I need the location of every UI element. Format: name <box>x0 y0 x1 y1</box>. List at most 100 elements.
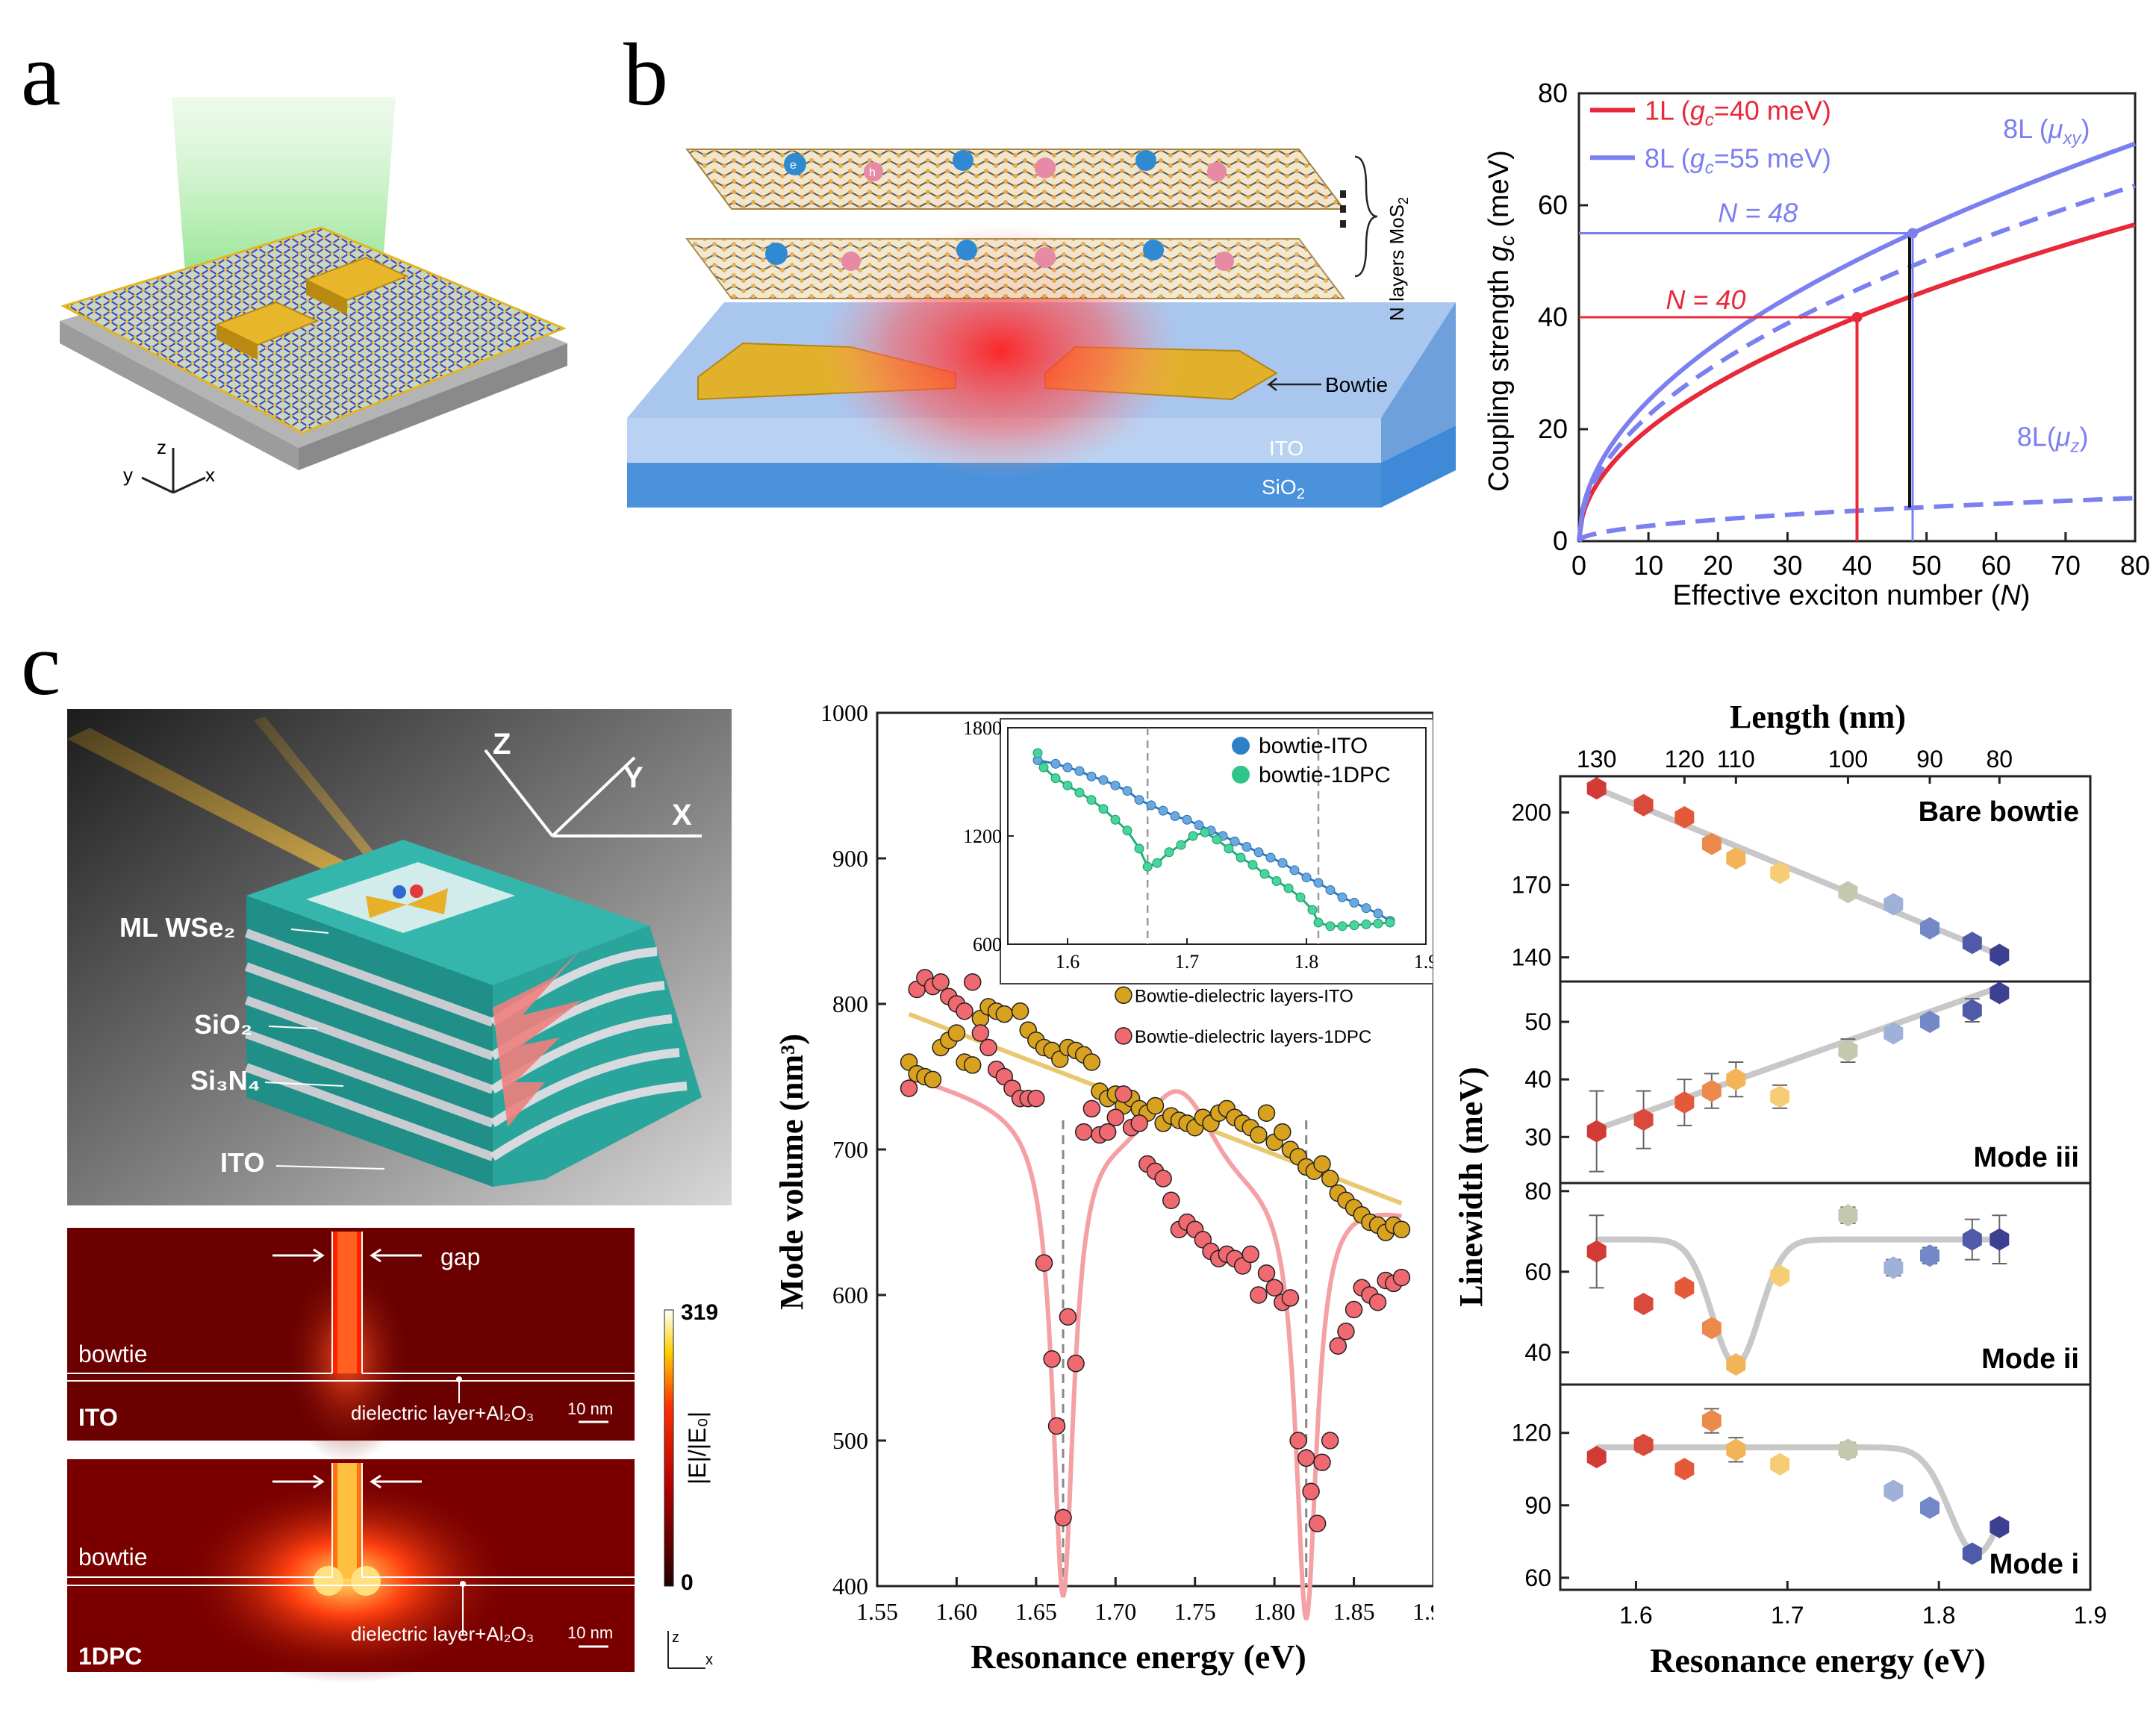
data-point-1dpc <box>1321 1432 1339 1450</box>
inset-point-ito <box>1062 762 1073 773</box>
panel-letter-a: a <box>21 25 61 124</box>
data-point-1dpc <box>963 973 982 991</box>
data-point-1dpc <box>1313 1453 1331 1471</box>
data-point-1dpc <box>1067 1354 1085 1373</box>
inset-legend-marker-ito <box>1232 737 1250 755</box>
data-point-1dpc <box>1302 1482 1320 1500</box>
data-point <box>1770 1264 1790 1288</box>
marker-n40 <box>1851 312 1863 322</box>
y-axis-label: Coupling strength gc (meV) <box>1483 150 1518 492</box>
data-point-1dpc <box>979 1038 997 1057</box>
inset-point-1dpc <box>1349 920 1359 931</box>
inset-point-1dpc <box>1307 905 1318 915</box>
data-point <box>1701 832 1722 855</box>
inset-point-1dpc <box>1212 834 1222 845</box>
data-point-1dpc <box>1241 1245 1259 1264</box>
data-point-1dpc <box>1265 1279 1283 1296</box>
inset-point-ito <box>1241 842 1252 852</box>
data-point <box>1674 1276 1695 1299</box>
dielectric-label-1dpc: dielectric layer+Al₂O₃ <box>351 1623 534 1645</box>
inset-point-ito <box>1074 766 1085 776</box>
axis-y-label: Y <box>623 761 644 794</box>
exciton-spheres <box>765 150 1234 271</box>
inset-point-ito <box>1361 903 1371 914</box>
data-point <box>1586 1446 1607 1469</box>
inset-point-1dpc <box>1176 840 1186 850</box>
data-point <box>1770 1085 1790 1108</box>
inset-point-1dpc <box>1062 780 1073 790</box>
y-tick-label: 30 <box>1524 1123 1551 1150</box>
inset-point-ito <box>1337 892 1348 902</box>
data-point <box>1726 1438 1746 1461</box>
layers-label: N layers MoS2 <box>1386 197 1411 321</box>
data-point <box>1586 1120 1607 1143</box>
data-point-1dpc <box>1059 1308 1077 1326</box>
x-tick-label: 1.60 <box>935 1598 977 1625</box>
legend-entry-1l: 1L (gc=40 meV) <box>1645 96 1831 131</box>
inset-y-tick-label: 1800 <box>963 717 1002 739</box>
inset-point-1dpc <box>1188 831 1198 841</box>
data-point <box>1920 917 1940 940</box>
data-point <box>1920 1497 1940 1519</box>
x-tick-label: 1.65 <box>1015 1598 1057 1625</box>
data-point <box>1633 793 1654 817</box>
bowtie-nano <box>366 888 448 918</box>
laser-beam <box>67 728 411 907</box>
panel-label: Mode i <box>1990 1549 2079 1580</box>
data-point <box>1962 1542 1982 1565</box>
inset-point-1dpc <box>1224 843 1234 854</box>
legend-entry-8l: 8L (gc=55 meV) <box>1645 143 1831 178</box>
legend-marker-ito <box>1115 986 1132 1005</box>
data-point-ito <box>1257 1104 1276 1122</box>
data-point-1dpc <box>1154 1170 1172 1188</box>
y-tick-label: 400 <box>832 1573 868 1600</box>
x-tick-label: 1.55 <box>856 1598 898 1625</box>
data-point <box>1990 943 2010 967</box>
x-axis-label: Effective exciton number (N) <box>1673 580 2031 611</box>
data-point <box>1838 1438 1858 1461</box>
inset-x-tick-label: 1.9 <box>1414 951 1433 973</box>
annotation-mu-z: 8L(μz) <box>2017 422 2089 457</box>
data-point <box>1726 847 1746 870</box>
bowtie-label-ito: bowtie <box>78 1341 148 1367</box>
inset-x-tick-label: 1.7 <box>1175 951 1200 973</box>
data-point-ito <box>1011 1002 1029 1020</box>
data-point-1dpc <box>932 973 950 991</box>
linewidth-chart: Length (nm) Linewidth (meV) Resonance en… <box>1453 699 2107 1679</box>
axes-icon <box>141 448 206 494</box>
data-point <box>1962 999 1982 1022</box>
data-point <box>1674 1458 1695 1481</box>
legend-label-1dpc: Bowtie-dielectric layers-1DPC <box>1135 1027 1371 1047</box>
data-point-1dpc <box>956 1002 973 1020</box>
inset-point-ito <box>1230 836 1240 846</box>
x-tick-label: 1.80 <box>1253 1598 1295 1625</box>
series-line-2 <box>1577 183 2136 542</box>
annotation-n48: N = 48 <box>1718 198 1798 228</box>
mos2-layer-top <box>685 149 1345 210</box>
colorbar-label: |E|/|E₀| <box>684 1411 711 1485</box>
data-point <box>1990 1515 2010 1538</box>
scale-label-1dpc: 10 nm <box>567 1623 613 1642</box>
data-point-1dpc <box>1289 1432 1307 1450</box>
sio2-label: SiO2 <box>1262 475 1305 502</box>
data-point-ito <box>1392 1220 1411 1238</box>
data-point-ito <box>1321 1170 1339 1188</box>
inset-point-1dpc <box>1236 852 1246 863</box>
inset-point-1dpc <box>1098 804 1109 814</box>
data-point <box>1838 881 1858 904</box>
inset-point-ito <box>1265 852 1276 863</box>
map-axis-x: x <box>705 1652 713 1668</box>
x-tick-label: 0 <box>1571 550 1586 581</box>
data-point-1dpc <box>1250 1286 1268 1304</box>
data-point <box>1920 1244 1940 1267</box>
inset-y-tick-label: 600 <box>973 934 1002 955</box>
data-point-1dpc <box>1297 1449 1315 1467</box>
y-tick-label: 140 <box>1512 944 1551 971</box>
data-point <box>1633 1293 1654 1315</box>
inset-point-1dpc <box>1247 860 1258 870</box>
inset-point-ito <box>1194 820 1204 830</box>
sio2-label: SiO₂ <box>194 1009 252 1040</box>
inset-point-ito <box>1373 908 1383 919</box>
colorbar <box>664 1309 674 1587</box>
inset-legend-label-1dpc: bowtie-1DPC <box>1259 763 1391 787</box>
